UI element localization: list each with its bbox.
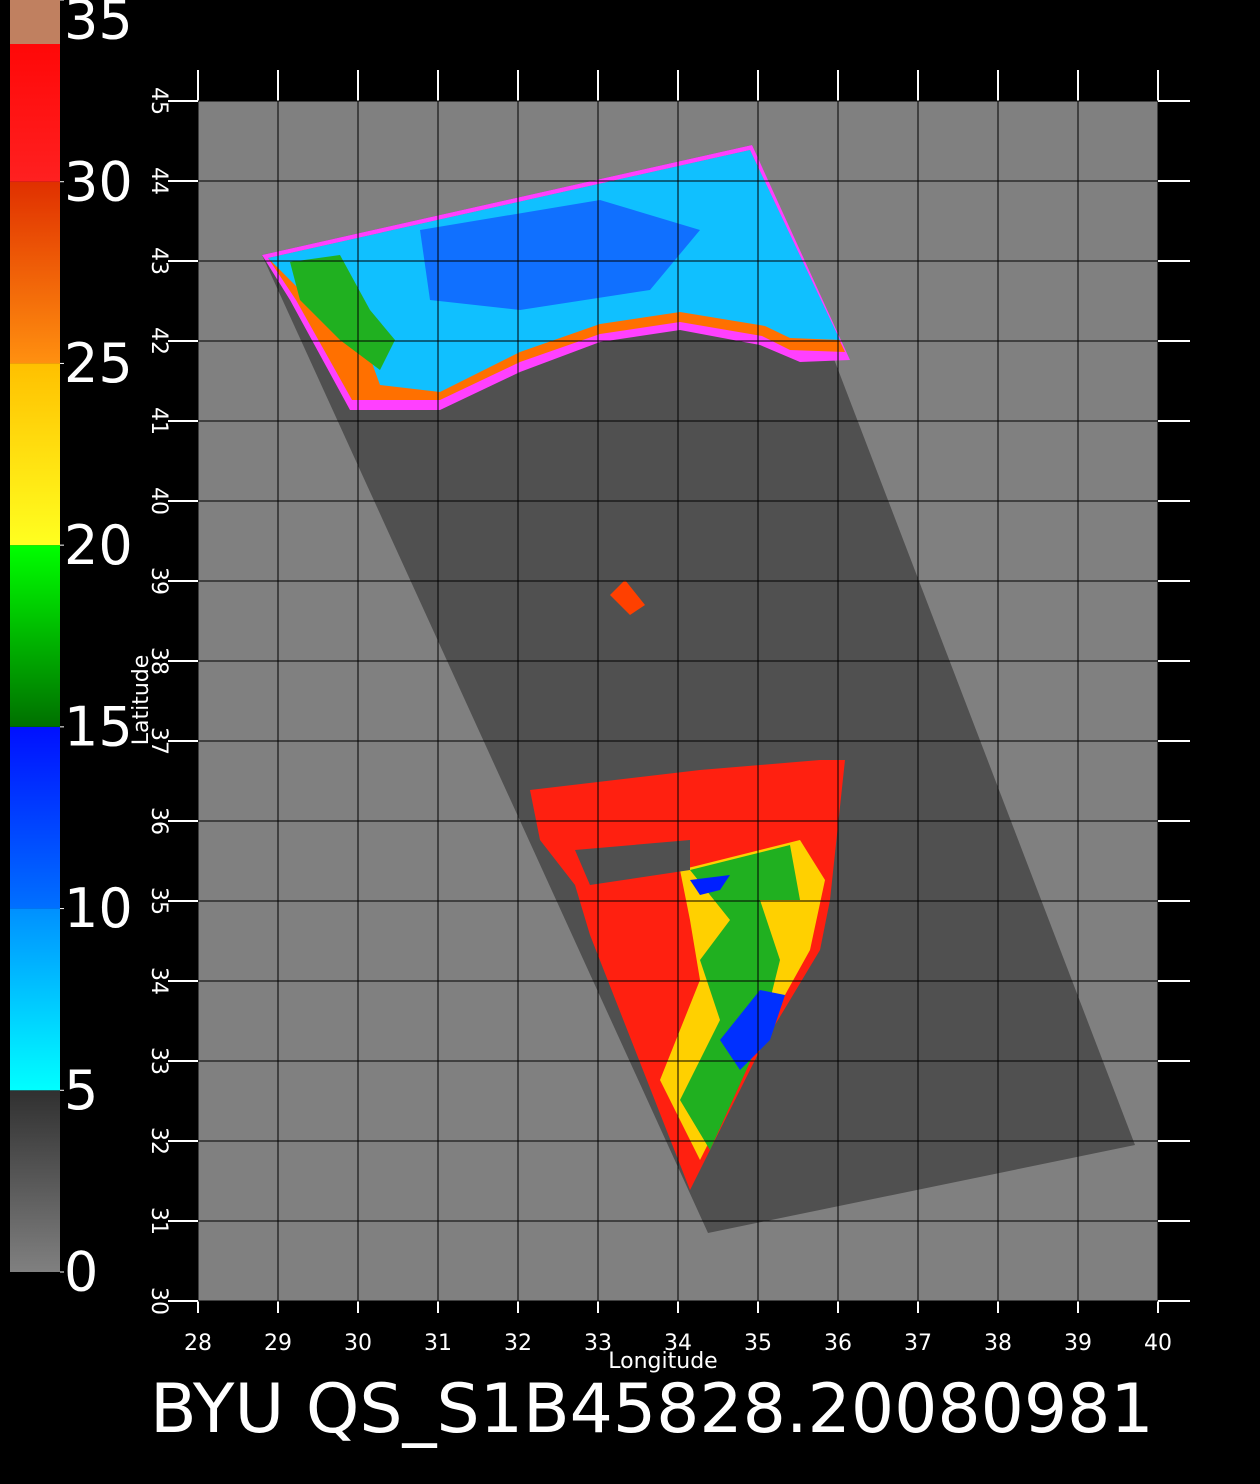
colorbar-tick-label: 30 bbox=[64, 150, 133, 213]
colorbar-tick-label: 5 bbox=[64, 1059, 98, 1122]
y-tick-label: 32 bbox=[146, 1127, 171, 1155]
colorbar-tick-label: 25 bbox=[64, 332, 133, 395]
title: BYU QS_S1B45828.20080981 bbox=[150, 1370, 1154, 1449]
colorbar-segment bbox=[10, 908, 60, 1091]
x-tick-label: 37 bbox=[904, 1331, 932, 1356]
colorbar-tick-label: 10 bbox=[64, 877, 133, 940]
x-tick-label: 35 bbox=[744, 1331, 772, 1356]
colorbar-cap bbox=[10, 0, 60, 44]
wind-region bbox=[610, 580, 645, 615]
x-tick-label: 40 bbox=[1144, 1331, 1172, 1356]
y-tick-label: 39 bbox=[146, 567, 171, 595]
wind-region bbox=[680, 845, 800, 1150]
x-axis-label: Longitude bbox=[608, 1349, 717, 1374]
x-tick-label: 28 bbox=[184, 1331, 212, 1356]
colorbar-segment bbox=[10, 181, 60, 364]
x-tick-label: 29 bbox=[264, 1331, 292, 1356]
colorbar-tick-label: 0 bbox=[64, 1241, 98, 1304]
y-tick-label: 40 bbox=[146, 487, 171, 515]
wind-region bbox=[420, 200, 700, 310]
y-tick-label: 35 bbox=[146, 887, 171, 915]
x-tick-label: 36 bbox=[824, 1331, 852, 1356]
wind-region bbox=[690, 875, 730, 895]
x-tick-label: 34 bbox=[664, 1331, 692, 1356]
colorbar: 0 5 10 15 20 25 30 35 bbox=[10, 0, 133, 1304]
y-tick-label: 36 bbox=[146, 807, 171, 835]
colorbar-tick-label: 35 bbox=[64, 0, 133, 52]
colorbar-segment bbox=[10, 363, 60, 546]
y-tick-label: 31 bbox=[146, 1207, 171, 1235]
y-tick-label: 30 bbox=[146, 1287, 171, 1315]
y-axis-label: Latitude bbox=[129, 655, 154, 746]
x-tick-label: 33 bbox=[584, 1331, 612, 1356]
axes: 28 29 30 31 32 33 34 35 36 37 38 39 40 30 31 32 33 34 35 36… bbox=[146, 70, 1190, 1356]
y-tick-label: 45 bbox=[146, 87, 171, 115]
swath-gap bbox=[575, 840, 690, 885]
y-tick-label: 42 bbox=[146, 327, 171, 355]
colorbar-tick-label: 15 bbox=[64, 695, 133, 758]
colorbar-segment bbox=[10, 545, 60, 727]
y-tick-label: 38 bbox=[146, 647, 171, 675]
x-tick-label: 39 bbox=[1064, 1331, 1092, 1356]
x-tick-label: 31 bbox=[424, 1331, 452, 1356]
y-tick-label: 44 bbox=[146, 167, 171, 195]
x-tick-label: 30 bbox=[344, 1331, 372, 1356]
y-tick-label: 34 bbox=[146, 967, 171, 995]
y-tick-label: 43 bbox=[146, 247, 171, 275]
wind-region bbox=[720, 990, 785, 1070]
colorbar-segment bbox=[10, 1090, 60, 1272]
x-tick-label: 32 bbox=[504, 1331, 532, 1356]
y-tick-label: 41 bbox=[146, 407, 171, 435]
y-tick-label: 33 bbox=[146, 1047, 171, 1075]
x-tick-label: 38 bbox=[984, 1331, 1012, 1356]
colorbar-segment bbox=[10, 726, 60, 909]
y-tick-label: 37 bbox=[146, 727, 171, 755]
colorbar-tick-label: 20 bbox=[64, 514, 133, 577]
swath bbox=[262, 145, 1135, 1233]
